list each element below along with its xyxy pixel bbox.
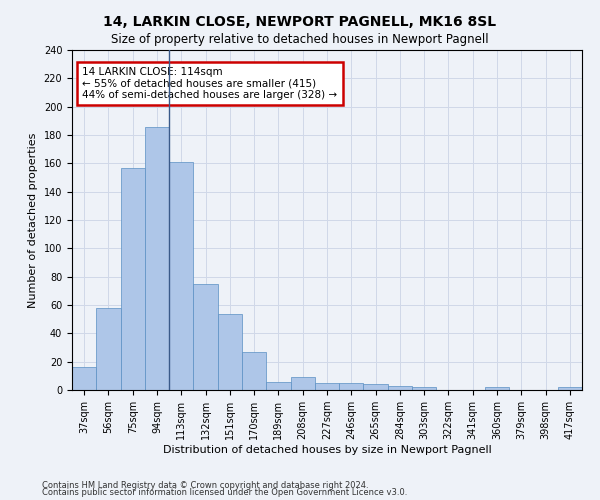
Bar <box>218 314 242 390</box>
Bar <box>412 387 436 390</box>
Bar <box>193 284 218 390</box>
Y-axis label: Number of detached properties: Number of detached properties <box>28 132 38 308</box>
Bar <box>315 383 339 390</box>
Text: Contains HM Land Registry data © Crown copyright and database right 2024.: Contains HM Land Registry data © Crown c… <box>42 480 368 490</box>
Bar <box>169 162 193 390</box>
Bar <box>121 168 145 390</box>
Text: Contains public sector information licensed under the Open Government Licence v3: Contains public sector information licen… <box>42 488 407 497</box>
Bar <box>364 384 388 390</box>
Bar <box>290 378 315 390</box>
Bar <box>242 352 266 390</box>
Bar <box>558 387 582 390</box>
Text: 14 LARKIN CLOSE: 114sqm
← 55% of detached houses are smaller (415)
44% of semi-d: 14 LARKIN CLOSE: 114sqm ← 55% of detache… <box>82 67 337 100</box>
Text: Size of property relative to detached houses in Newport Pagnell: Size of property relative to detached ho… <box>111 32 489 46</box>
Text: 14, LARKIN CLOSE, NEWPORT PAGNELL, MK16 8SL: 14, LARKIN CLOSE, NEWPORT PAGNELL, MK16 … <box>103 15 497 29</box>
Bar <box>96 308 121 390</box>
X-axis label: Distribution of detached houses by size in Newport Pagnell: Distribution of detached houses by size … <box>163 445 491 455</box>
Bar <box>266 382 290 390</box>
Bar <box>145 126 169 390</box>
Bar <box>72 368 96 390</box>
Bar <box>485 387 509 390</box>
Bar <box>339 383 364 390</box>
Bar <box>388 386 412 390</box>
